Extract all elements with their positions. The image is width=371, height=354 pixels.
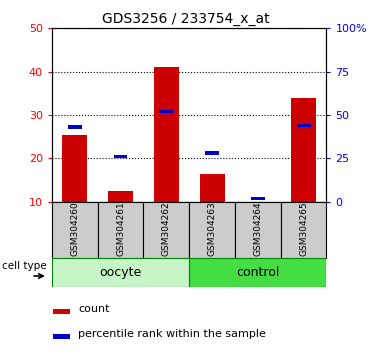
Text: GSM304264: GSM304264 (253, 202, 262, 256)
Text: GSM304263: GSM304263 (208, 201, 217, 256)
Bar (53, 309, 70, 314)
Text: cell type: cell type (1, 261, 46, 272)
Bar (205, 152, 219, 155)
Bar (144, 202, 189, 258)
Bar (114, 155, 128, 159)
Bar (68, 125, 82, 129)
Bar (62, 135, 88, 202)
Text: GSM304261: GSM304261 (116, 201, 125, 256)
Text: percentile rank within the sample: percentile rank within the sample (78, 329, 266, 339)
Bar (189, 258, 326, 287)
Text: GSM304265: GSM304265 (299, 201, 308, 256)
Bar (297, 124, 311, 127)
Bar (108, 191, 133, 202)
Bar (98, 202, 144, 258)
Bar (52, 202, 98, 258)
Bar (281, 202, 326, 258)
Bar (251, 196, 265, 200)
Bar (189, 202, 235, 258)
Bar (154, 67, 179, 202)
Bar (235, 202, 281, 258)
Text: GSM304260: GSM304260 (70, 201, 79, 256)
Text: GSM304262: GSM304262 (162, 202, 171, 256)
Bar (52, 258, 189, 287)
Bar (200, 173, 225, 202)
Text: GDS3256 / 233754_x_at: GDS3256 / 233754_x_at (102, 12, 269, 27)
Bar (53, 334, 70, 339)
Text: oocyte: oocyte (99, 266, 142, 279)
Bar (160, 110, 173, 113)
Text: control: control (236, 266, 279, 279)
Text: count: count (78, 304, 109, 314)
Bar (291, 98, 316, 202)
